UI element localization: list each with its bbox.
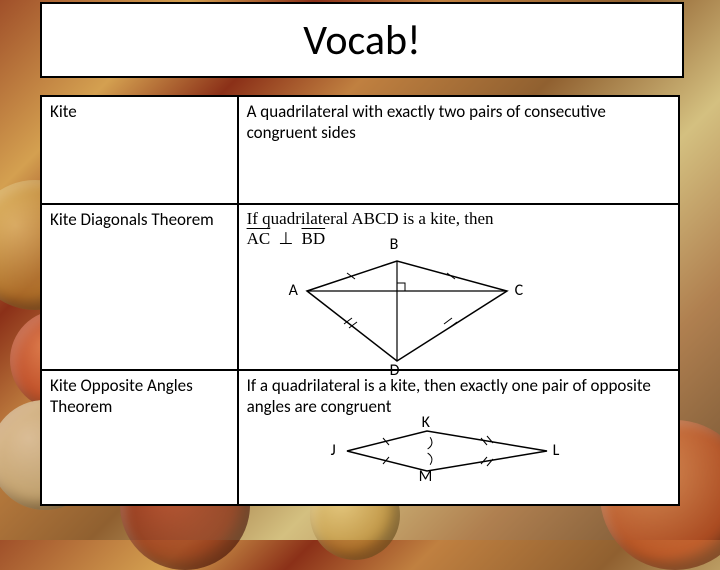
term-2: Kite Diagonals Theorem [50, 209, 214, 230]
vertex-a-label: A [289, 281, 298, 300]
title-box: Vocab! [40, 2, 684, 78]
kite-diagram-1: A B C D [247, 249, 670, 369]
def-cell-1: A quadrilateral with exactly two pairs o… [238, 96, 679, 204]
def-cell-2: If quadrilateral ABCD is a kite, then A C… [238, 204, 679, 370]
vocab-table: Kite A quadrilateral with exactly two pa… [40, 95, 680, 506]
vertex-k-label: K [422, 413, 430, 432]
vertex-m-label: M [419, 467, 433, 486]
kite-diagram-2: J K L M [247, 421, 670, 491]
def-3: If a quadrilateral is a kite, then exact… [247, 375, 670, 417]
vertex-b-label: B [390, 235, 399, 254]
term-3: Kite Opposite Angles Theorem [50, 375, 193, 417]
vertex-l-label: L [553, 441, 560, 460]
def-1: A quadrilateral with exactly two pairs o… [247, 101, 606, 143]
vertex-c-label: C [515, 281, 524, 300]
term-cell-1: Kite [41, 96, 238, 204]
theorem-text: If quadrilateral ABCD is a kite, then [247, 209, 670, 229]
term-cell-3: Kite Opposite Angles Theorem [41, 370, 238, 505]
page-title: Vocab! [303, 15, 421, 66]
term-1: Kite [50, 101, 77, 122]
vertex-j-label: J [331, 441, 336, 460]
def-cell-3: If a quadrilateral is a kite, then exact… [238, 370, 679, 505]
term-cell-2: Kite Diagonals Theorem [41, 204, 238, 370]
